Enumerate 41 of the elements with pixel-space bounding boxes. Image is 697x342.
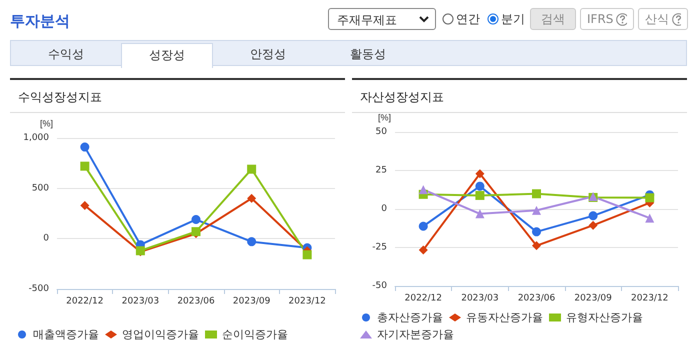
- y-tick-label: 1,000: [23, 133, 50, 143]
- y-axis-title: [%]: [40, 118, 53, 128]
- text: IFRS: [587, 11, 614, 28]
- legend-label: 매출액증가율: [33, 328, 99, 341]
- x-tick-label: 2023/09: [232, 296, 271, 306]
- chart-title: 수익성장성지표: [18, 89, 102, 106]
- y-tick-label: -500: [28, 284, 50, 294]
- legend-label: 유형자산증가율: [566, 311, 643, 324]
- y-tick-label: -25: [372, 242, 387, 252]
- legend-label: 영업이익증가율: [122, 328, 199, 341]
- y-tick-label: -50: [372, 281, 388, 291]
- text: 검색: [530, 8, 576, 30]
- legend-label: 유동자산증가율: [466, 311, 543, 324]
- legend-label: 총자산증가율: [377, 311, 443, 324]
- x-tick-label: 2023/06: [177, 296, 215, 306]
- x-tick-label: 2023/09: [574, 294, 612, 304]
- text: 수익성: [47, 46, 85, 63]
- legend-label: 순이익증가율: [222, 328, 288, 341]
- chart-title: 자산성장성지표: [360, 89, 444, 106]
- x-tick-label: 2023/12: [288, 296, 326, 306]
- x-tick-label: 2023/03: [461, 294, 499, 304]
- text: 투자분석: [10, 12, 70, 31]
- y-axis-title: [%]: [378, 112, 391, 122]
- y-tick-label: 0: [43, 234, 50, 244]
- y-tick-label: 25: [376, 166, 387, 176]
- y-tick-label: 0: [381, 204, 388, 214]
- x-tick-label: 2022/12: [404, 294, 442, 304]
- x-tick-label: 2022/12: [66, 296, 104, 306]
- x-tick-label: 2023/03: [122, 296, 160, 306]
- x-tick-label: 2023/12: [631, 294, 668, 304]
- text: 연간: [456, 11, 480, 28]
- text: 활동성: [349, 46, 387, 63]
- text: 주재무제표: [337, 13, 397, 27]
- text: 성장성: [121, 43, 213, 68]
- y-tick-label: 50: [376, 127, 388, 137]
- text: 안정성: [249, 46, 287, 63]
- x-tick-label: 2023/06: [518, 294, 556, 304]
- text: 분기: [501, 11, 525, 28]
- text: 산식: [645, 11, 669, 28]
- legend-label: 자기자본증가율: [377, 328, 454, 341]
- y-tick-label: 500: [32, 183, 50, 194]
